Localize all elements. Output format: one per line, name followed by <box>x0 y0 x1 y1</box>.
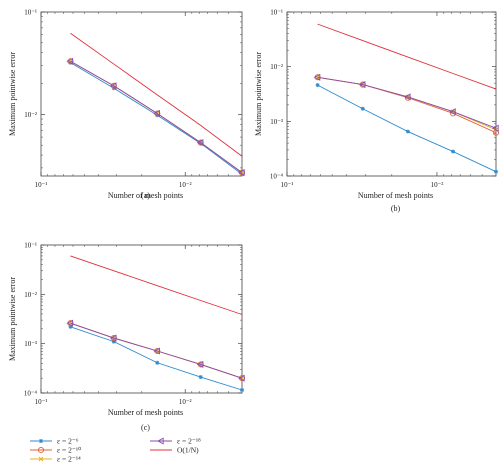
y-axis-label: Maximum pointwise error <box>8 277 17 361</box>
data-point-eps18 <box>66 57 74 65</box>
y-tick-label: 10⁻³ <box>24 340 37 348</box>
legend-label-eps6: ε = 2⁻⁶ <box>57 437 79 446</box>
panel-label: (c) <box>141 423 150 432</box>
data-point-eps18 <box>449 108 456 116</box>
legend-marker-eps14 <box>38 456 44 462</box>
data-point-eps18 <box>403 93 411 101</box>
data-point-eps18 <box>238 374 245 382</box>
x-tick-label: 10⁻¹ <box>281 181 294 189</box>
series-line-eps14 <box>317 76 497 131</box>
data-point-eps18 <box>109 82 117 90</box>
y-tick-label: 10⁻² <box>24 111 37 119</box>
data-point-eps18 <box>196 139 204 147</box>
y-tick-label: 10⁻² <box>24 291 37 299</box>
data-point-eps6 <box>111 339 116 344</box>
series-line-ref <box>70 32 243 157</box>
y-tick-label: 10⁻³ <box>270 118 283 126</box>
series-line-ref <box>317 23 497 90</box>
legend-marker-eps10 <box>37 446 45 454</box>
legend-label-eps14: ε = 2⁻¹⁴ <box>57 455 81 464</box>
legend-label-eps18: ε = 2⁻¹⁸ <box>177 437 201 446</box>
data-point-eps6 <box>155 360 160 365</box>
legend-marker-eps6 <box>39 439 43 443</box>
series-line-eps18 <box>70 322 243 379</box>
y-axis-label: Maximum pointwise error <box>254 52 263 136</box>
series-line-eps18 <box>70 60 243 173</box>
x-tick-label: 10⁻¹ <box>35 181 48 189</box>
panel-label: (b) <box>391 204 401 213</box>
data-point-eps18 <box>492 124 499 132</box>
panel-a: 10⁻¹ 10⁻² 10⁻¹ 10⁻² Number of mesh points Max… <box>8 9 246 200</box>
legend-label-eps10: ε = 2⁻¹⁰ <box>57 446 81 455</box>
y-tick-label: 10⁻⁴ <box>24 390 38 398</box>
x-tick-label: 10⁻² <box>179 181 192 189</box>
panel-b: 10⁻¹ 10⁻² 10⁻¹ 10⁻² 10⁻³ 10⁻⁴ Number of mesh p… <box>254 9 500 213</box>
panel-c: 10⁻¹ 10⁻² 10⁻¹ 10⁻² 10⁻³ 10⁻⁴ Number of mesh p… <box>8 242 246 432</box>
panel-label: (a) <box>141 191 150 200</box>
data-point-eps6 <box>198 141 203 146</box>
x-tick-label: 10⁻² <box>179 398 192 406</box>
axes-frame <box>40 244 243 394</box>
y-tick-label: 10⁻¹ <box>270 9 283 17</box>
y-tick-label: 10⁻⁴ <box>270 173 284 181</box>
y-tick-label: 10⁻¹ <box>24 9 37 17</box>
data-point-eps6 <box>494 169 498 174</box>
series-line-eps10 <box>317 76 497 134</box>
data-point-eps6 <box>360 106 365 111</box>
x-tick-label: 10⁻² <box>431 181 444 189</box>
x-tick-label: 10⁻¹ <box>35 398 48 406</box>
data-point-eps18 <box>66 319 74 327</box>
y-axis-label: Maximum pointwise error <box>8 52 17 136</box>
axes-frame <box>40 11 243 177</box>
data-point-eps6 <box>240 388 244 393</box>
series-line-ref <box>70 255 243 315</box>
y-tick-label: 10⁻² <box>270 63 283 71</box>
data-point-eps6 <box>315 83 320 88</box>
data-point-eps6 <box>198 375 203 380</box>
legend: ε = 2⁻⁶ ε = 2⁻¹⁸ ε = 2⁻¹⁰ O(1/N) ε = 2⁻¹⁴ <box>30 437 201 464</box>
x-axis-label: Number of mesh points <box>358 191 433 200</box>
data-point-eps18 <box>238 169 245 177</box>
series-line-eps6 <box>70 326 243 391</box>
data-point-eps18 <box>153 347 160 355</box>
series-line-eps18 <box>317 76 497 129</box>
y-tick-label: 10⁻¹ <box>24 242 37 250</box>
x-axis-label: Number of mesh points <box>108 191 183 200</box>
x-axis-label: Number of mesh points <box>108 408 183 417</box>
data-point-eps18 <box>358 81 366 89</box>
data-point-eps18 <box>153 109 160 118</box>
data-point-eps18 <box>109 334 117 342</box>
legend-marker-eps18 <box>157 437 164 445</box>
data-point-eps18 <box>196 360 204 368</box>
legend-label-ref: O(1/N) <box>177 446 199 455</box>
data-point-eps6 <box>68 324 73 329</box>
series-line-eps6 <box>70 62 243 175</box>
data-point-eps6 <box>451 149 456 154</box>
data-point-eps18 <box>313 73 321 81</box>
axes-frame <box>286 11 497 177</box>
data-point-eps6 <box>405 129 410 134</box>
